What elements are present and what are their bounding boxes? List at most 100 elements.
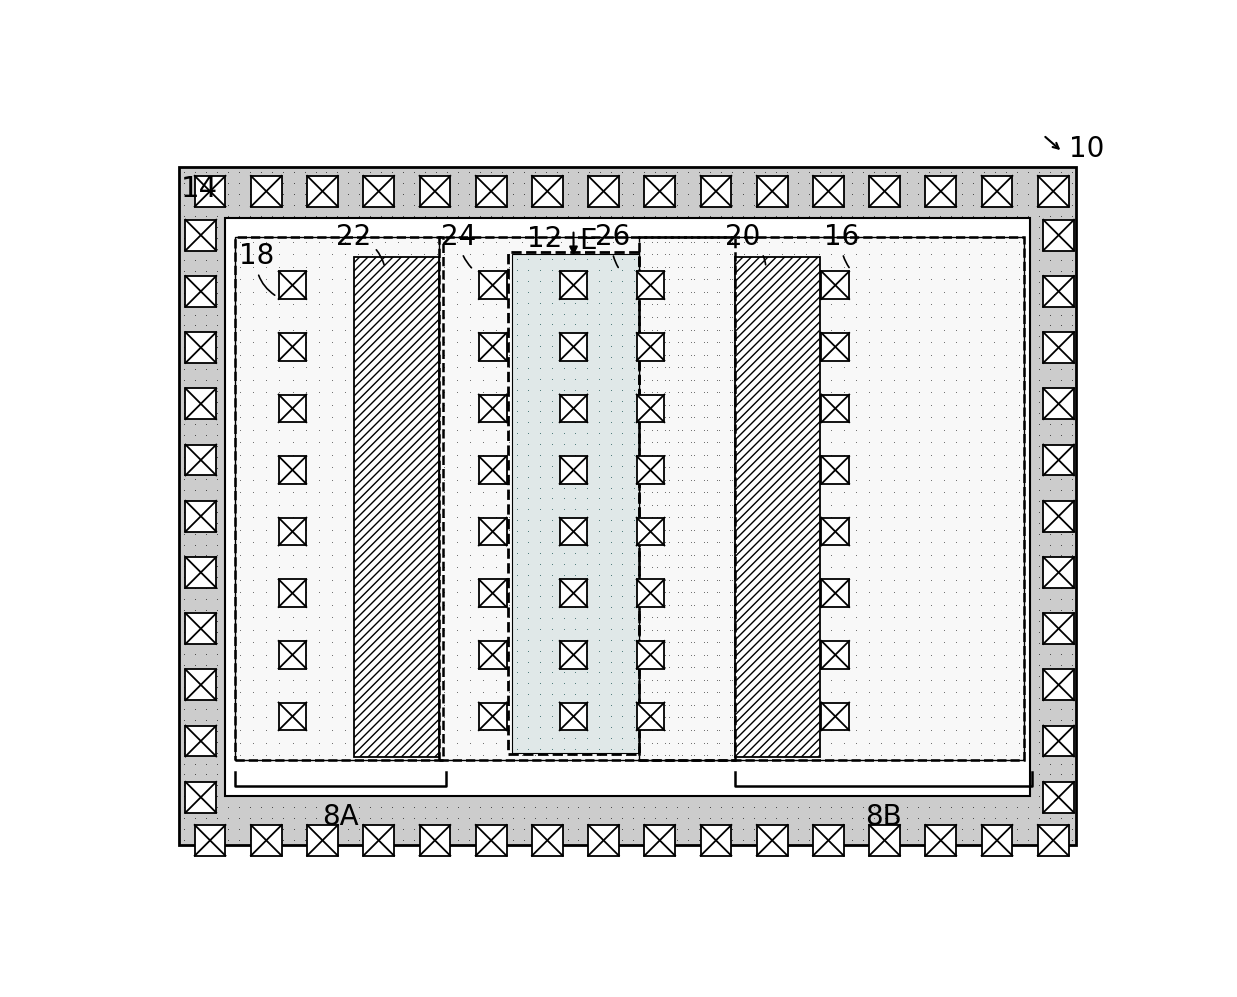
Point — [470, 745, 490, 761]
Point — [518, 360, 538, 376]
Point — [283, 394, 303, 410]
Point — [349, 271, 369, 287]
Point — [262, 350, 282, 366]
Point — [547, 471, 567, 487]
Point — [518, 327, 538, 343]
Point — [388, 259, 408, 275]
Point — [580, 285, 600, 301]
Point — [646, 602, 666, 618]
Point — [360, 657, 380, 673]
Point — [941, 723, 961, 739]
Point — [1018, 547, 1038, 563]
Point — [416, 383, 435, 399]
Point — [865, 372, 884, 388]
Point — [339, 536, 359, 552]
Point — [952, 558, 972, 574]
Point — [447, 296, 466, 312]
Point — [503, 493, 523, 508]
Point — [283, 246, 303, 262]
Point — [659, 397, 679, 413]
Point — [601, 251, 621, 267]
Point — [682, 397, 701, 413]
Point — [174, 591, 194, 607]
Point — [270, 271, 289, 287]
Point — [262, 482, 282, 498]
Point — [672, 485, 691, 500]
Point — [186, 241, 205, 257]
Point — [1007, 165, 1027, 180]
Point — [283, 361, 303, 377]
Point — [678, 295, 698, 311]
Point — [306, 690, 325, 706]
Point — [542, 621, 562, 637]
Point — [734, 778, 753, 794]
Point — [229, 723, 249, 739]
Point — [569, 514, 589, 530]
Point — [959, 246, 978, 262]
Point — [941, 800, 961, 816]
Point — [858, 485, 878, 500]
Point — [788, 767, 808, 783]
Point — [262, 405, 282, 421]
Point — [481, 350, 501, 366]
Point — [858, 334, 878, 350]
Point — [437, 230, 456, 246]
Point — [251, 208, 271, 224]
Point — [696, 485, 716, 500]
Point — [578, 284, 597, 300]
Point — [524, 485, 544, 500]
Point — [416, 285, 435, 301]
Point — [743, 679, 763, 695]
Point — [558, 416, 578, 432]
Point — [524, 634, 544, 650]
Point — [766, 208, 785, 224]
Point — [416, 525, 435, 541]
Point — [887, 208, 907, 224]
Point — [558, 811, 578, 827]
Point — [328, 745, 348, 761]
Point — [777, 734, 797, 750]
Point — [985, 328, 1004, 344]
Point — [270, 334, 289, 350]
Point — [777, 197, 797, 213]
Point — [810, 832, 830, 848]
Point — [834, 271, 854, 287]
Point — [646, 165, 666, 180]
Point — [437, 306, 456, 322]
Point — [542, 382, 562, 398]
Point — [361, 434, 381, 450]
Point — [459, 503, 479, 519]
Point — [760, 460, 779, 476]
Point — [985, 230, 1004, 246]
Point — [684, 747, 704, 763]
Point — [244, 296, 263, 312]
Point — [983, 609, 1003, 625]
Point — [270, 309, 289, 325]
Point — [283, 317, 303, 333]
Point — [601, 632, 621, 648]
Point — [460, 722, 480, 738]
Point — [1029, 416, 1049, 432]
Point — [388, 296, 408, 312]
Point — [1018, 613, 1038, 629]
Point — [256, 334, 276, 350]
Point — [788, 668, 808, 684]
Point — [897, 789, 917, 805]
Point — [459, 668, 479, 684]
Point — [678, 525, 698, 541]
Point — [244, 284, 263, 300]
Point — [503, 427, 523, 443]
Point — [513, 449, 533, 465]
Point — [952, 668, 972, 684]
Point — [601, 327, 621, 343]
Point — [174, 778, 194, 794]
Point — [361, 409, 381, 425]
Point — [294, 767, 314, 783]
Point — [538, 534, 558, 550]
Point — [296, 447, 315, 463]
Point — [186, 547, 205, 563]
Point — [983, 697, 1003, 713]
Point — [788, 745, 808, 761]
Point — [625, 251, 644, 267]
Point — [831, 723, 851, 739]
